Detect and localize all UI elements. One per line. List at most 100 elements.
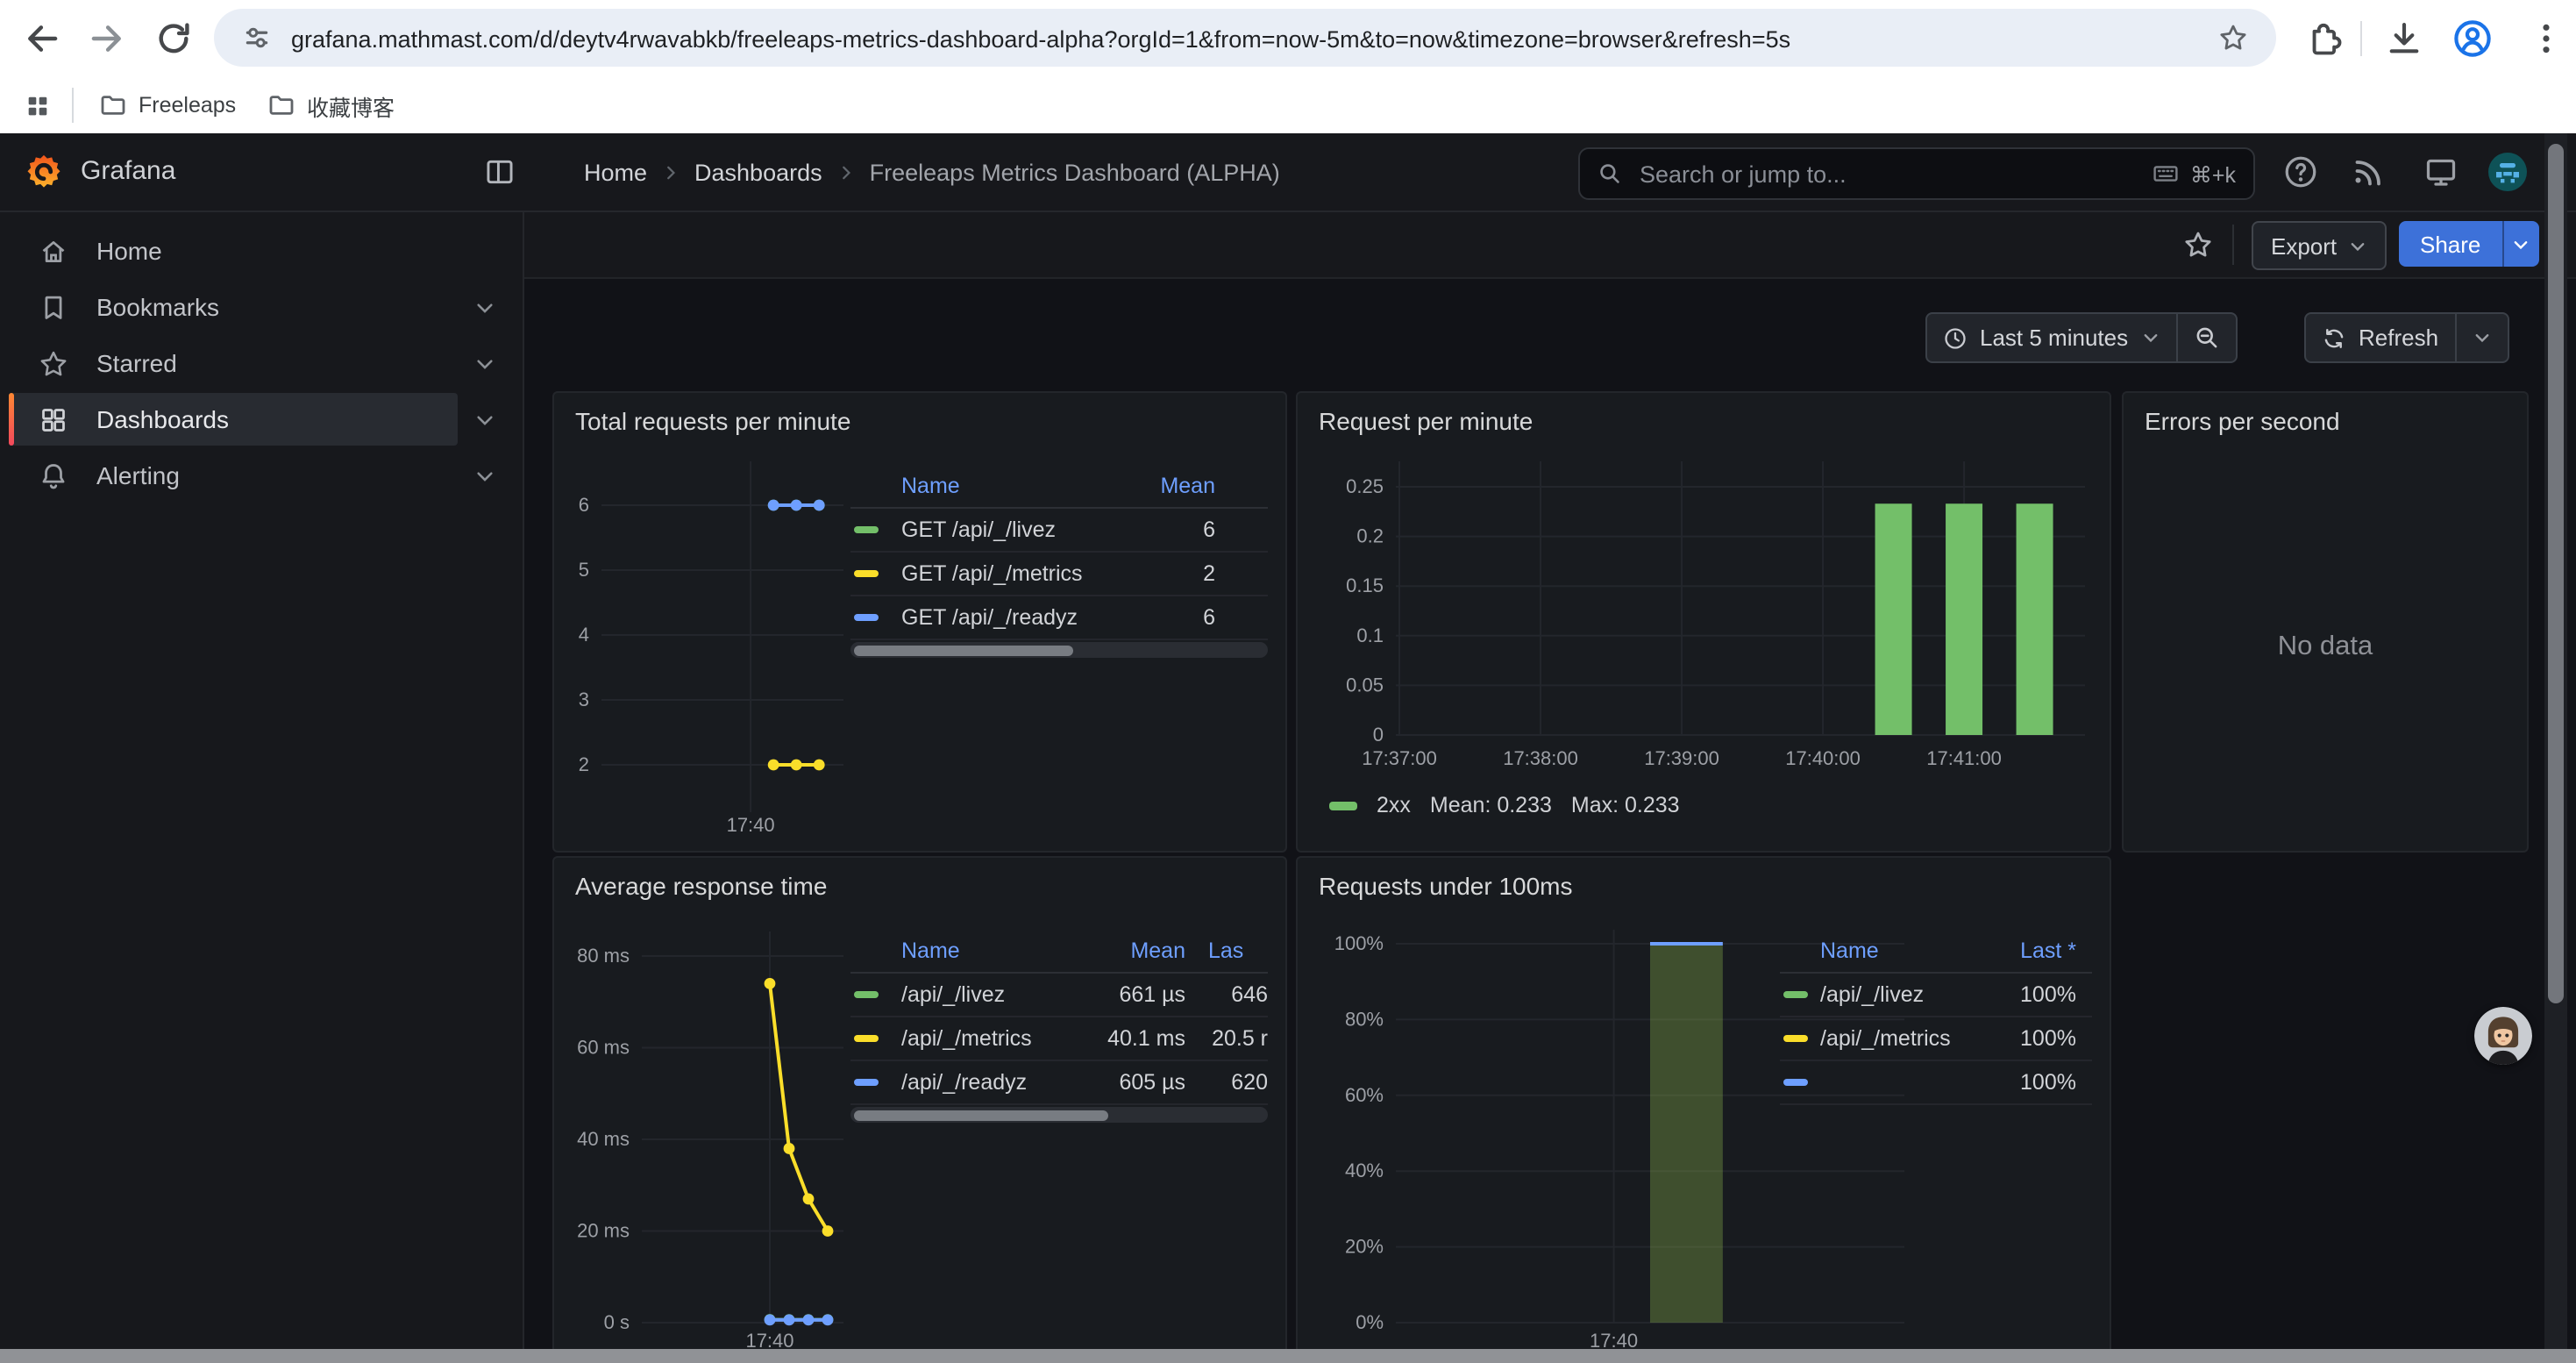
breadcrumb-dashboards[interactable]: Dashboards bbox=[694, 159, 822, 185]
sidebar-toggle-icon[interactable] bbox=[484, 156, 516, 188]
legend-col-last[interactable]: Las bbox=[1208, 938, 1244, 963]
grafana-header: Grafana Home Dashboards Freeleaps Metric… bbox=[0, 133, 2576, 212]
panel-title[interactable]: Requests under 100ms bbox=[1319, 872, 1573, 900]
folder-icon bbox=[269, 96, 294, 115]
legend-header: Name Last * bbox=[1780, 930, 2092, 974]
site-controls-icon[interactable] bbox=[242, 23, 272, 53]
favorite-star-icon[interactable] bbox=[2183, 230, 2213, 260]
legend-header: Name Mean Las bbox=[850, 930, 1268, 974]
legend-row[interactable]: /api/_/metrics 40.1 ms 20.5 r bbox=[850, 1017, 1268, 1061]
menu-dots-icon[interactable] bbox=[2527, 19, 2565, 58]
url-bar[interactable] bbox=[214, 9, 2276, 70]
forward-icon[interactable] bbox=[88, 19, 126, 58]
zoom-out-button[interactable] bbox=[2175, 314, 2235, 361]
panel-average-response-time: Average response time 80 ms 60 ms 40 ms 20 … bbox=[552, 856, 1287, 1363]
search-shortcut: ⌘+k bbox=[2189, 162, 2236, 187]
breadcrumb-home[interactable]: Home bbox=[584, 159, 648, 185]
series-last: 100% bbox=[2020, 1026, 2076, 1051]
folder-icon bbox=[101, 96, 125, 115]
share-menu-button[interactable] bbox=[2501, 221, 2539, 267]
legend-row[interactable]: /api/_/readyz 605 µs 620 bbox=[850, 1061, 1268, 1105]
svg-text:40 ms: 40 ms bbox=[577, 1128, 630, 1150]
bookmark-folder-freeleaps[interactable]: Freeleaps bbox=[98, 84, 236, 126]
url-input[interactable] bbox=[288, 9, 2206, 70]
legend-row[interactable]: /api/_/metrics 100% bbox=[1780, 1017, 2092, 1061]
zoom-out-icon bbox=[2195, 327, 2217, 348]
sidebar-item-starred[interactable]: Starred bbox=[0, 335, 523, 391]
series-color-pill bbox=[854, 614, 879, 621]
brand-name[interactable]: Grafana bbox=[81, 156, 176, 186]
series-name: GET /api/_/metrics bbox=[901, 561, 1083, 586]
news-rss-icon[interactable] bbox=[2352, 154, 2387, 189]
total-requests-chart: 6 5 4 3 2 17:40 bbox=[579, 461, 843, 836]
panel-title[interactable]: Errors per second bbox=[2145, 407, 2340, 435]
series-mean: 605 µs bbox=[1119, 1070, 1185, 1095]
legend-col-name[interactable]: Name bbox=[901, 474, 960, 498]
reload-icon[interactable] bbox=[154, 19, 193, 58]
back-icon[interactable] bbox=[23, 19, 61, 58]
chevron-down-icon[interactable] bbox=[473, 408, 496, 431]
page-scrollbar-thumb[interactable] bbox=[2548, 144, 2564, 1003]
dashboard-toolbar: Export Share bbox=[523, 212, 2576, 279]
active-highlight bbox=[9, 393, 458, 446]
search-box[interactable]: ⌘+k bbox=[1578, 147, 2255, 200]
legend-col-name[interactable]: Name bbox=[901, 938, 960, 963]
bell-icon bbox=[42, 463, 65, 489]
panel-title[interactable]: Request per minute bbox=[1319, 407, 1534, 435]
refresh-button[interactable]: Refresh bbox=[2306, 314, 2454, 361]
sidebar-item-alerting[interactable]: Alerting bbox=[0, 447, 523, 503]
svg-text:0.2: 0.2 bbox=[1356, 525, 1384, 547]
legend-row[interactable]: /api/_/livez 661 µs 646 bbox=[850, 974, 1268, 1017]
bookmark-folder-blogs[interactable]: 收藏博客 bbox=[267, 84, 395, 126]
legend-scrollbar-thumb[interactable] bbox=[854, 1110, 1108, 1120]
svg-text:4: 4 bbox=[579, 624, 589, 646]
svg-text:17:39:00: 17:39:00 bbox=[1644, 747, 1719, 769]
sidebar-item-dashboards[interactable]: Dashboards bbox=[0, 391, 523, 447]
panel-title[interactable]: Average response time bbox=[575, 872, 828, 900]
breadcrumb-current: Freeleaps Metrics Dashboard (ALPHA) bbox=[869, 159, 1280, 185]
export-button[interactable]: Export bbox=[2252, 221, 2387, 270]
user-avatar[interactable] bbox=[2487, 151, 2529, 193]
legend-col-name[interactable]: Name bbox=[1820, 938, 1879, 963]
apps-grid-icon[interactable] bbox=[25, 93, 51, 119]
legend-inline[interactable]: 2xx Mean: 0.233 Max: 0.233 bbox=[1329, 793, 1680, 817]
legend-col-mean[interactable]: Mean bbox=[1160, 474, 1215, 498]
legend-row[interactable]: GET /api/_/livez 6 bbox=[850, 509, 1268, 553]
help-icon[interactable] bbox=[2283, 154, 2318, 189]
legend-col-last[interactable]: Last * bbox=[2020, 938, 2076, 963]
legend-col-mean[interactable]: Mean bbox=[1130, 938, 1185, 963]
svg-text:17:40:00: 17:40:00 bbox=[1785, 747, 1861, 769]
window-bottom-edge bbox=[0, 1349, 2576, 1363]
sidebar-item-bookmarks[interactable]: Bookmarks bbox=[0, 279, 523, 335]
chevron-down-icon[interactable] bbox=[473, 464, 496, 487]
series-name: /api/_/livez bbox=[901, 982, 1006, 1007]
chevron-down-icon[interactable] bbox=[473, 352, 496, 375]
chevron-down-icon bbox=[2350, 242, 2364, 251]
bookmark-star-icon[interactable] bbox=[2218, 23, 2248, 53]
legend-scrollbar[interactable] bbox=[850, 642, 1268, 658]
bookmarks-bar: Freeleaps 收藏博客 bbox=[0, 77, 2576, 133]
assistant-avatar[interactable] bbox=[2474, 1007, 2532, 1065]
refresh-interval-button[interactable] bbox=[2454, 314, 2507, 361]
panel-title[interactable]: Total requests per minute bbox=[575, 407, 851, 435]
search-input[interactable] bbox=[1636, 159, 2152, 189]
legend-header: Name Mean bbox=[850, 465, 1268, 509]
share-button[interactable]: Share bbox=[2399, 221, 2502, 267]
legend-row[interactable]: 100% bbox=[1780, 1061, 2092, 1105]
sidebar-item-home[interactable]: Home bbox=[0, 223, 523, 279]
chevron-down-icon[interactable] bbox=[473, 296, 496, 318]
extensions-icon[interactable] bbox=[2304, 19, 2343, 58]
grafana-logo[interactable] bbox=[25, 153, 63, 191]
legend-row[interactable]: GET /api/_/readyz 6 bbox=[850, 596, 1268, 640]
profile-icon[interactable] bbox=[2451, 18, 2494, 60]
series-last: 620 bbox=[1231, 1070, 1268, 1095]
download-icon[interactable] bbox=[2385, 19, 2423, 58]
legend-scrollbar[interactable] bbox=[850, 1107, 1268, 1123]
share-button-group: Share bbox=[2399, 221, 2539, 267]
display-icon[interactable] bbox=[2423, 154, 2459, 189]
legend-scrollbar-thumb[interactable] bbox=[854, 645, 1073, 655]
time-range-picker[interactable]: Last 5 minutes bbox=[1927, 314, 2175, 361]
legend-row[interactable]: /api/_/livez 100% bbox=[1780, 974, 2092, 1017]
legend-row[interactable]: GET /api/_/metrics 2 bbox=[850, 553, 1268, 596]
series-color-pill bbox=[854, 1035, 879, 1042]
